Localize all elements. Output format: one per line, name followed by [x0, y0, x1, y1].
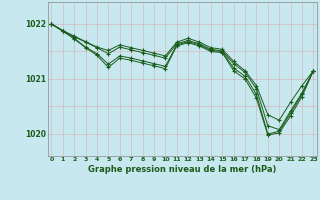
X-axis label: Graphe pression niveau de la mer (hPa): Graphe pression niveau de la mer (hPa)	[88, 165, 276, 174]
